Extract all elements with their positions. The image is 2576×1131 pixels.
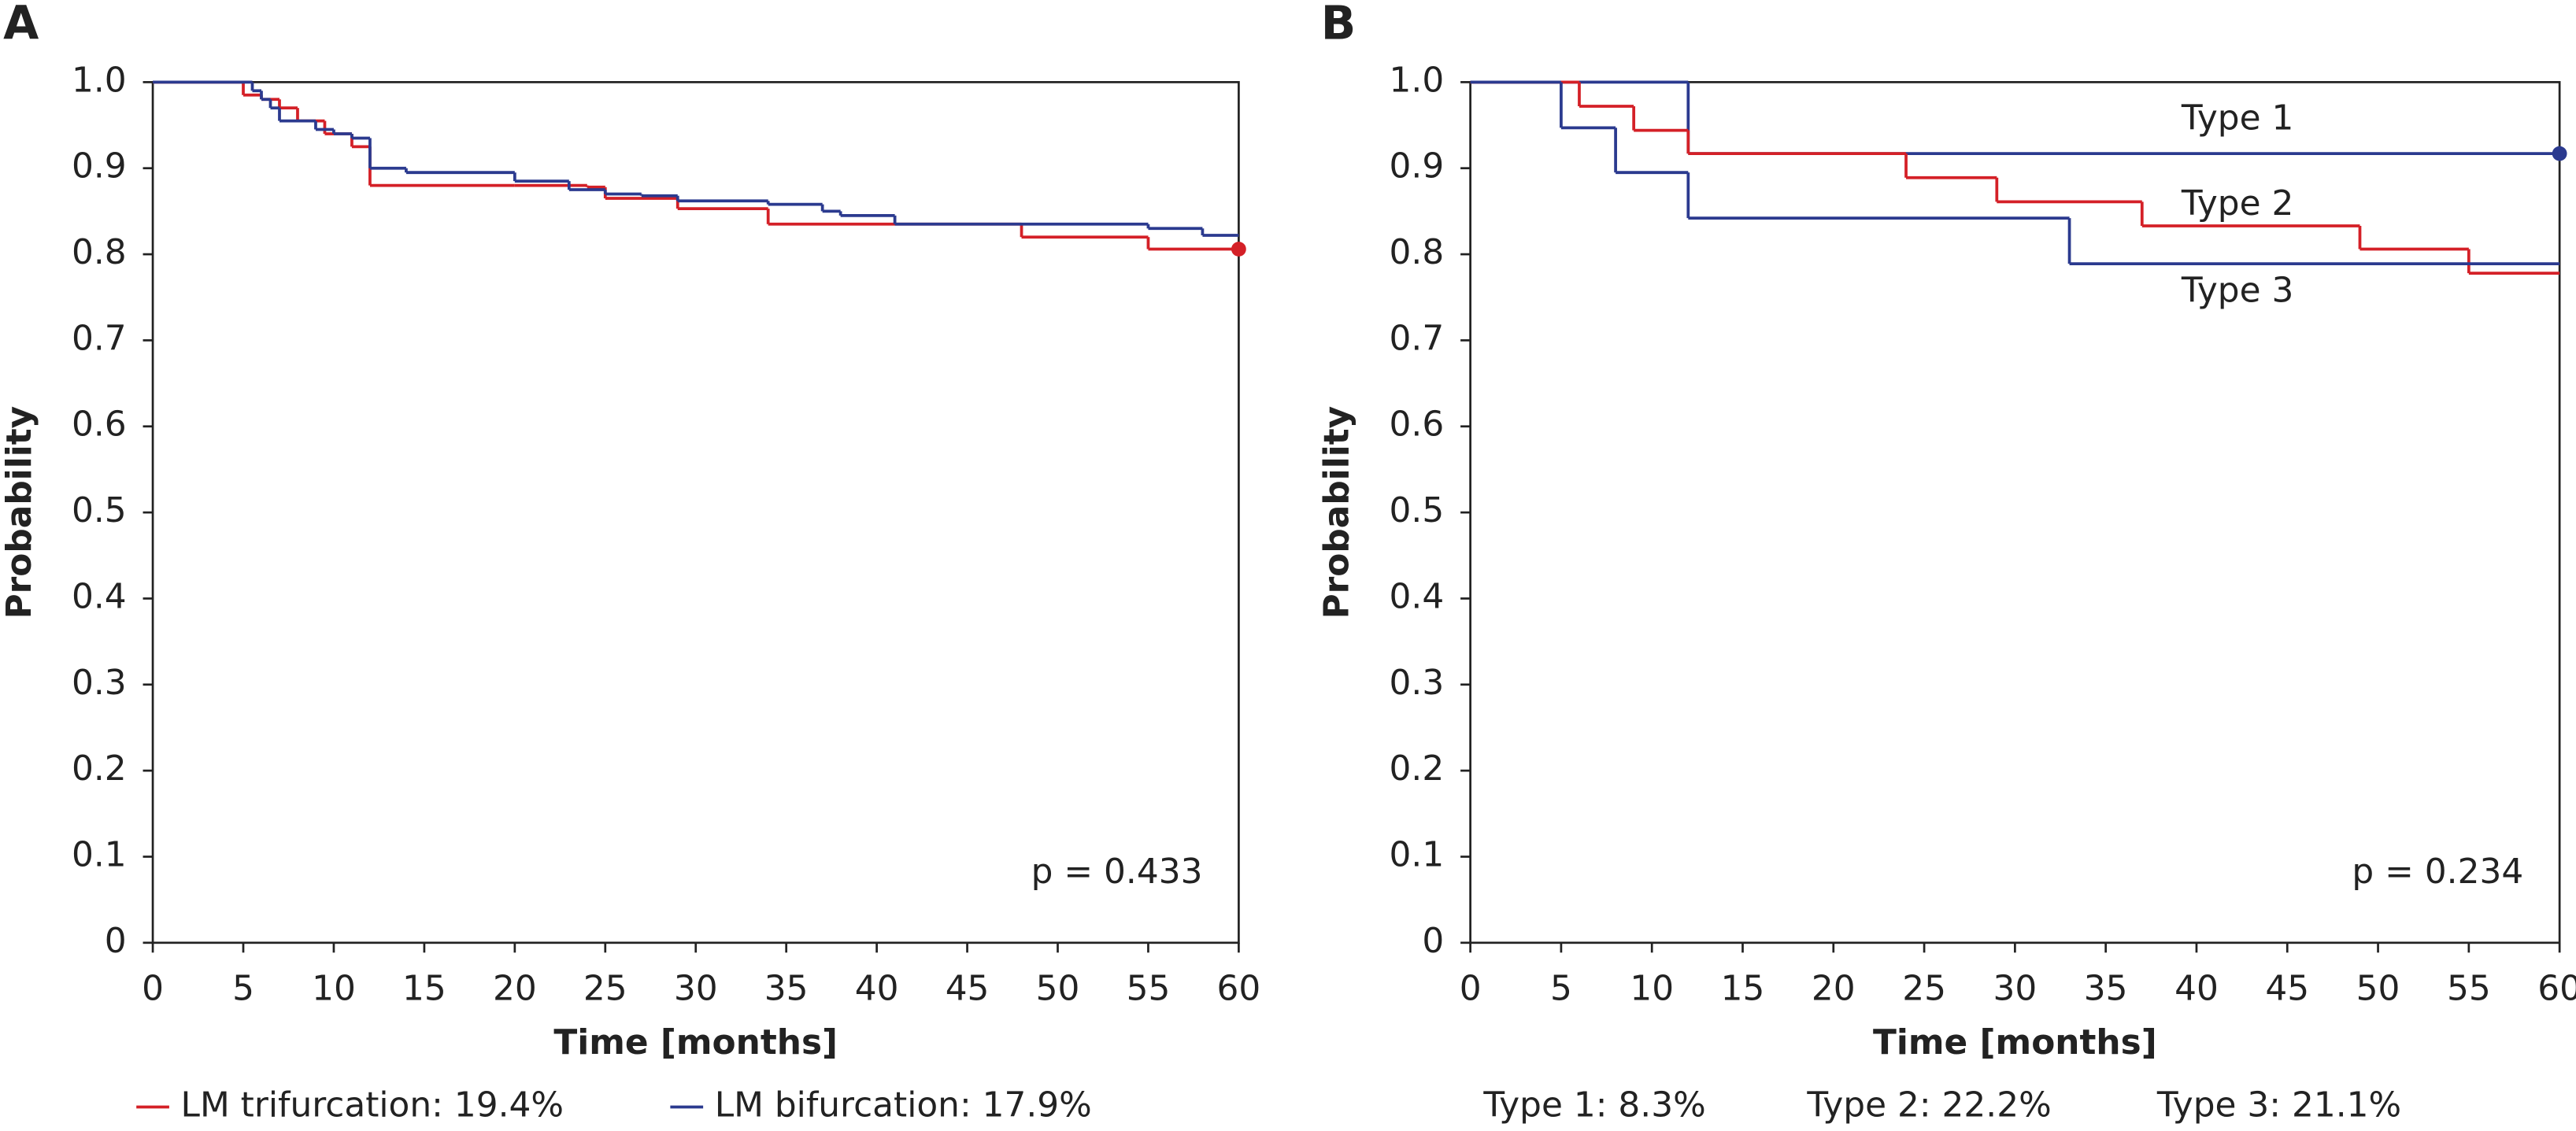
y-tick-label: 0.2 [72, 748, 127, 789]
x-tick-label: 45 [946, 968, 990, 1008]
x-tick-label: 45 [2265, 968, 2309, 1008]
x-tick-label: 15 [402, 968, 446, 1008]
y-tick-label: 1.0 [72, 60, 127, 100]
y-axis-title: Probability [1317, 406, 1357, 619]
y-tick-label: 0.5 [1390, 490, 1445, 530]
x-tick-label: 10 [312, 968, 356, 1008]
y-tick-label: 0.9 [72, 146, 127, 187]
x-tick-label: 0 [142, 968, 164, 1008]
panel-label: B [1321, 0, 1356, 50]
x-tick-label: 5 [232, 968, 254, 1008]
y-tick-label: 0.3 [72, 663, 127, 703]
end-marker [2552, 146, 2567, 161]
x-tick-label: 30 [674, 968, 718, 1008]
legend-label: LM bifurcation: 17.9% [715, 1085, 1092, 1125]
x-tick-label: 20 [493, 968, 537, 1008]
series-label: Type 1 [2181, 98, 2293, 138]
y-axis-title: Probability [0, 406, 39, 619]
y-tick-label: 0.7 [1390, 318, 1445, 358]
y-tick-label: 0.6 [72, 405, 127, 445]
y-tick-label: 0.9 [1390, 146, 1445, 187]
x-tick-label: 50 [2356, 968, 2400, 1008]
x-tick-label: 5 [1550, 968, 1572, 1008]
footer-text: Type 2: 22.2% [1806, 1085, 2051, 1125]
x-tick-label: 20 [1812, 968, 1856, 1008]
end-marker [1231, 242, 1246, 257]
x-tick-label: 40 [855, 968, 899, 1008]
x-tick-label: 55 [2447, 968, 2491, 1008]
series-label: Type 3 [2181, 270, 2293, 310]
footer-text: Type 1: 8.3% [1482, 1085, 1705, 1125]
footer-text: Type 3: 21.1% [2156, 1085, 2401, 1125]
x-tick-label: 0 [1460, 968, 1482, 1008]
y-tick-label: 0.2 [1390, 748, 1445, 789]
p-value: p = 0.433 [1031, 852, 1203, 892]
x-tick-label: 15 [1721, 968, 1765, 1008]
x-tick-label: 10 [1630, 968, 1674, 1008]
x-tick-label: 35 [764, 968, 809, 1008]
series-label: Type 2 [2181, 183, 2293, 224]
x-tick-label: 35 [2084, 968, 2128, 1008]
plot-frame [1469, 81, 2561, 944]
y-tick-label: 0.6 [1390, 405, 1445, 445]
x-tick-label: 40 [2174, 968, 2219, 1008]
x-tick-label: 50 [1036, 968, 1080, 1008]
legend-label: LM trifurcation: 19.4% [181, 1085, 564, 1125]
y-tick-label: 0.7 [72, 318, 127, 358]
x-axis-title: Time [months] [1873, 1022, 2157, 1063]
y-tick-label: 1.0 [1390, 60, 1445, 100]
plot-frame [151, 81, 1240, 944]
x-axis-title: Time [months] [553, 1022, 838, 1063]
y-tick-label: 0.5 [72, 490, 127, 530]
y-tick-label: 0.1 [1390, 834, 1445, 874]
x-tick-label: 25 [583, 968, 627, 1008]
y-tick-label: 0.8 [72, 232, 127, 272]
y-tick-label: 0.8 [1390, 232, 1445, 272]
p-value: p = 0.234 [2352, 852, 2523, 892]
y-tick-label: 0.4 [72, 576, 127, 616]
y-tick-label: 0.1 [72, 834, 127, 874]
x-tick-label: 60 [2537, 968, 2576, 1008]
y-tick-label: 0.4 [1390, 576, 1445, 616]
x-tick-label: 55 [1127, 968, 1171, 1008]
panel-label: A [3, 0, 39, 50]
y-tick-label: 0 [105, 921, 127, 961]
x-tick-label: 60 [1217, 968, 1261, 1008]
x-tick-label: 30 [1993, 968, 2037, 1008]
x-tick-label: 25 [1902, 968, 1946, 1008]
y-tick-label: 0.3 [1390, 663, 1445, 703]
y-tick-label: 0 [1422, 921, 1444, 961]
